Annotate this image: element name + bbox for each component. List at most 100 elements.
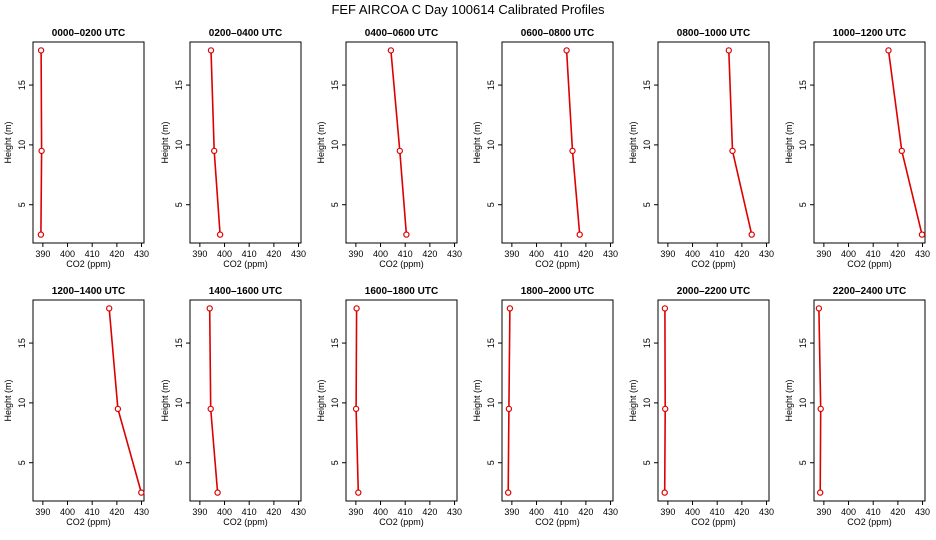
plot-frame [657,41,770,244]
x-tick-label: 420 [266,507,281,517]
data-point [506,305,514,312]
data-point [563,47,570,54]
y-axis-label: Height (m) [472,379,482,421]
y-tick-label: 10 [642,140,652,150]
x-axis-label: CO2 (ppm) [379,259,424,269]
data-point [661,305,669,312]
data-point [403,231,410,238]
x-tick-label: 390 [816,249,831,259]
y-tick-label: 15 [17,80,27,90]
profile-line [663,308,667,493]
figure-title: FEF AIRCOA C Day 100614 Calibrated Profi… [331,2,605,17]
x-tick-label: 400 [685,249,700,259]
y-tick-label: 5 [798,202,808,207]
y-tick-label: 5 [486,202,496,207]
x-tick-label: 410 [398,249,413,259]
x-tick-label: 410 [85,507,100,517]
profile-line [108,308,143,493]
plot-frame [189,41,302,244]
x-tick-label: 410 [554,507,569,517]
panel-title: 2200–2400 UTC [833,286,906,297]
x-tick-label: 420 [109,249,124,259]
y-tick-label: 5 [17,460,27,465]
y-tick-label: 15 [330,338,340,348]
x-tick-label: 430 [134,249,149,259]
y-axis-label: Height (m) [628,379,638,421]
x-axis-label: CO2 (ppm) [691,259,736,269]
data-point [885,47,892,54]
data-point [352,405,360,413]
x-tick-label: 400 [60,507,75,517]
chart-panel-7: 1200–1400 UTC 390 400 410 420 430 5 10 15 CO2 (pp… [3,286,149,527]
data-point [748,231,755,238]
x-tick-label: 430 [447,507,462,517]
panel-title: 2000–2200 UTC [677,286,750,297]
chart-panel-3: 0400–0600 UTC 390 400 410 420 430 5 10 15 CO2 (pp… [316,28,462,269]
data-point [396,147,403,155]
x-axis-label: CO2 (ppm) [66,259,111,269]
plot-frame [345,299,458,502]
y-axis-label: Height (m) [160,121,170,163]
x-tick-label: 390 [660,507,675,517]
x-tick-label: 430 [291,507,306,517]
x-tick-label: 430 [915,507,930,517]
data-point [662,405,669,413]
y-tick-label: 15 [642,80,652,90]
x-axis-label: CO2 (ppm) [379,517,424,527]
x-tick-label: 420 [422,249,437,259]
data-point [918,231,926,238]
data-point [569,147,576,155]
x-tick-label: 400 [529,249,544,259]
data-point [817,489,824,496]
x-tick-label: 400 [60,249,75,259]
x-tick-label: 400 [373,507,388,517]
plot-frame [657,299,770,502]
data-point [725,47,733,54]
x-tick-label: 430 [759,249,774,259]
y-axis-label: Height (m) [784,121,794,163]
chart-panel-8: 1400–1600 UTC 390 400 410 420 430 5 10 15 CO2 (pp… [160,286,306,527]
panel-title: 1200–1400 UTC [52,286,125,297]
panel-title: 0800–1000 UTC [677,28,750,39]
y-tick-label: 10 [17,140,27,150]
y-tick-label: 10 [174,398,184,408]
y-tick-label: 10 [486,398,496,408]
data-point [576,231,583,238]
panel-title: 0400–0600 UTC [365,28,438,39]
profile-line [728,50,753,235]
panel-title: 1600–1800 UTC [365,286,438,297]
y-tick-label: 15 [174,80,184,90]
x-tick-label: 410 [242,507,257,517]
x-tick-label: 400 [841,249,856,259]
plot-frame [189,299,302,502]
x-tick-label: 420 [578,249,593,259]
y-tick-label: 10 [642,398,652,408]
data-point [207,47,215,54]
plot-frame [813,299,926,502]
x-tick-label: 410 [85,249,100,259]
chart-panel-1: 0000–0200 UTC 390 400 410 420 430 5 10 15 CO2 (pp… [3,28,149,269]
x-tick-label: 430 [447,249,462,259]
x-tick-label: 420 [734,249,749,259]
data-point [38,147,45,155]
profile-line [355,308,360,493]
x-tick-label: 390 [348,507,363,517]
y-tick-label: 5 [642,202,652,207]
x-tick-label: 410 [242,249,257,259]
plot-frame [501,299,614,502]
x-tick-label: 390 [35,507,50,517]
y-axis-label: Height (m) [628,121,638,163]
y-axis-label: Height (m) [784,379,794,421]
x-tick-label: 420 [734,507,749,517]
x-tick-label: 400 [529,507,544,517]
x-tick-label: 390 [192,507,207,517]
profile-line [818,308,822,493]
x-axis-label: CO2 (ppm) [535,517,580,527]
x-tick-label: 420 [890,507,905,517]
y-tick-label: 5 [330,460,340,465]
y-tick-label: 15 [798,80,808,90]
data-point [355,489,362,496]
x-tick-label: 430 [915,249,930,259]
x-tick-label: 410 [710,249,725,259]
